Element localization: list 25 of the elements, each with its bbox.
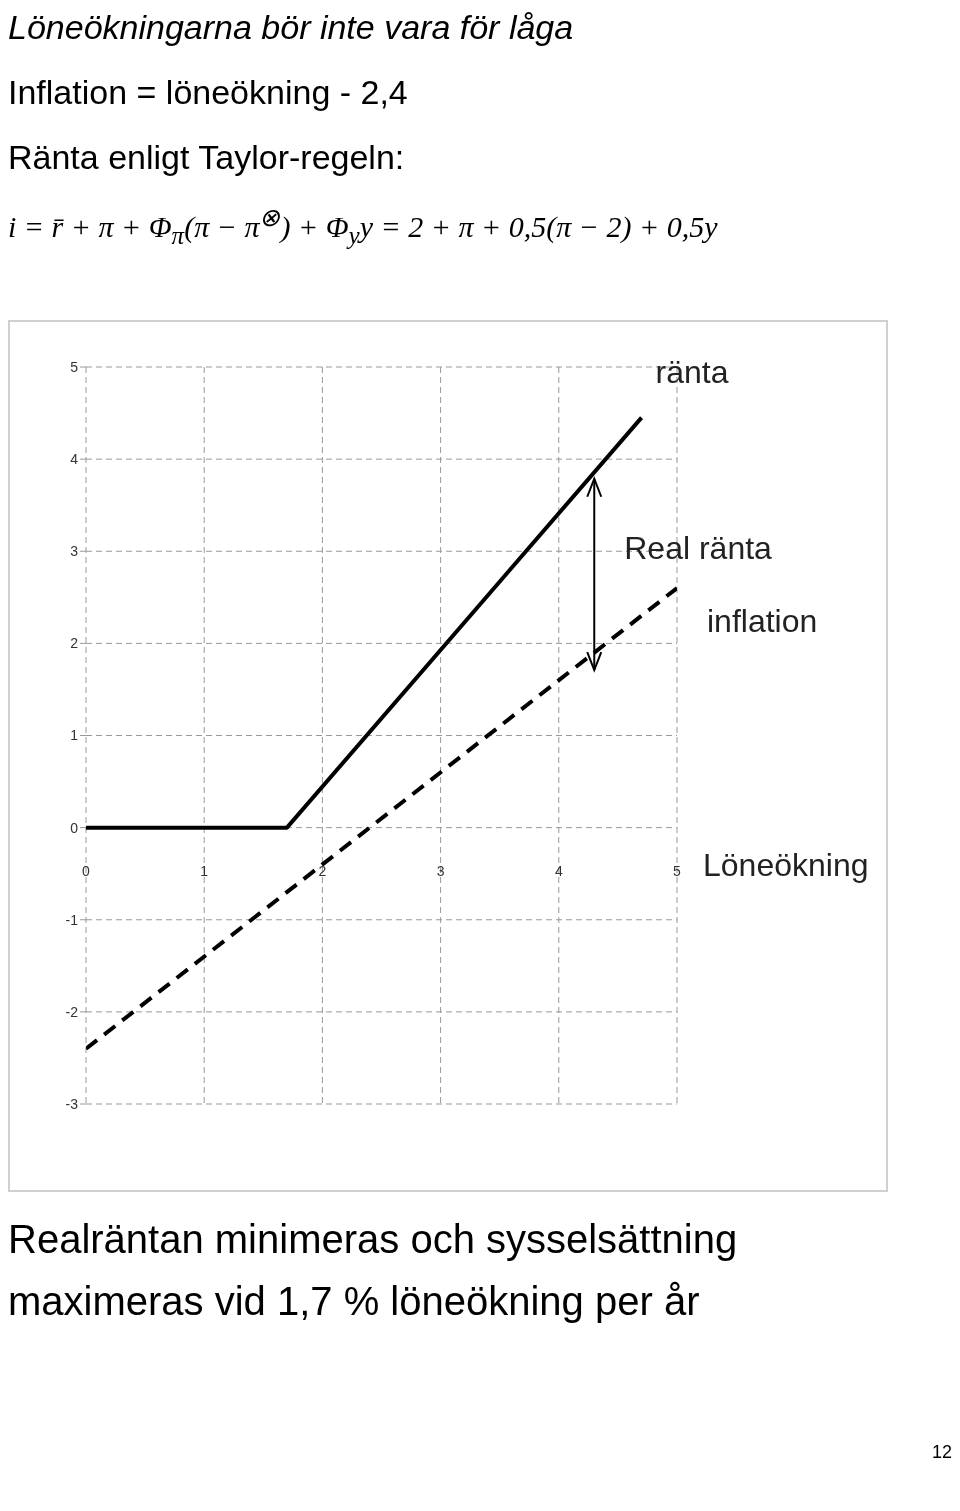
- y-tick-label: 2: [70, 635, 79, 652]
- text: Ränta enligt Taylor-regeln:: [8, 138, 406, 177]
- y-tick-label: 0: [70, 819, 79, 836]
- series-label: ränta: [655, 353, 729, 390]
- x-tick-label: 4: [554, 862, 563, 879]
- y-tick-label: 1: [70, 727, 79, 744]
- y-tick-label: 5: [70, 358, 79, 375]
- x-tick-label: 2: [318, 862, 327, 879]
- x-tick-label: 1: [200, 862, 209, 879]
- x-tick-label: 3: [436, 862, 445, 879]
- chart-title: Löneökningarna bör inte vara för låga: [8, 8, 575, 47]
- y-tick-label: -1: [65, 911, 79, 928]
- x-tick-label: 5: [673, 862, 682, 879]
- y-tick-label: -2: [65, 1003, 79, 1020]
- series-label: inflation: [707, 602, 818, 639]
- y-tick-label: 3: [70, 543, 79, 560]
- annotation: Real ränta: [624, 530, 773, 567]
- text: i = r̄ + π + Φ$_{π}$(π − π$^{⊗}$) + Φ$_{y}$y = 2 + π + 0,5(π − 2) + 0,5y: [8, 203, 719, 250]
- y-tick-label: 4: [70, 451, 79, 468]
- text: Realräntan minimeras och sysselsättning maximeras vid 1,7 % löneökning per år: [8, 1216, 739, 1325]
- x-tick-label: 0: [82, 862, 91, 879]
- x-axis-title: Löneökning: [703, 846, 869, 883]
- y-tick-label: -3: [65, 1095, 79, 1112]
- chart-subtitle: Inflation = löneökning - 2,4: [8, 73, 409, 112]
- text: 12: [930, 1442, 952, 1463]
